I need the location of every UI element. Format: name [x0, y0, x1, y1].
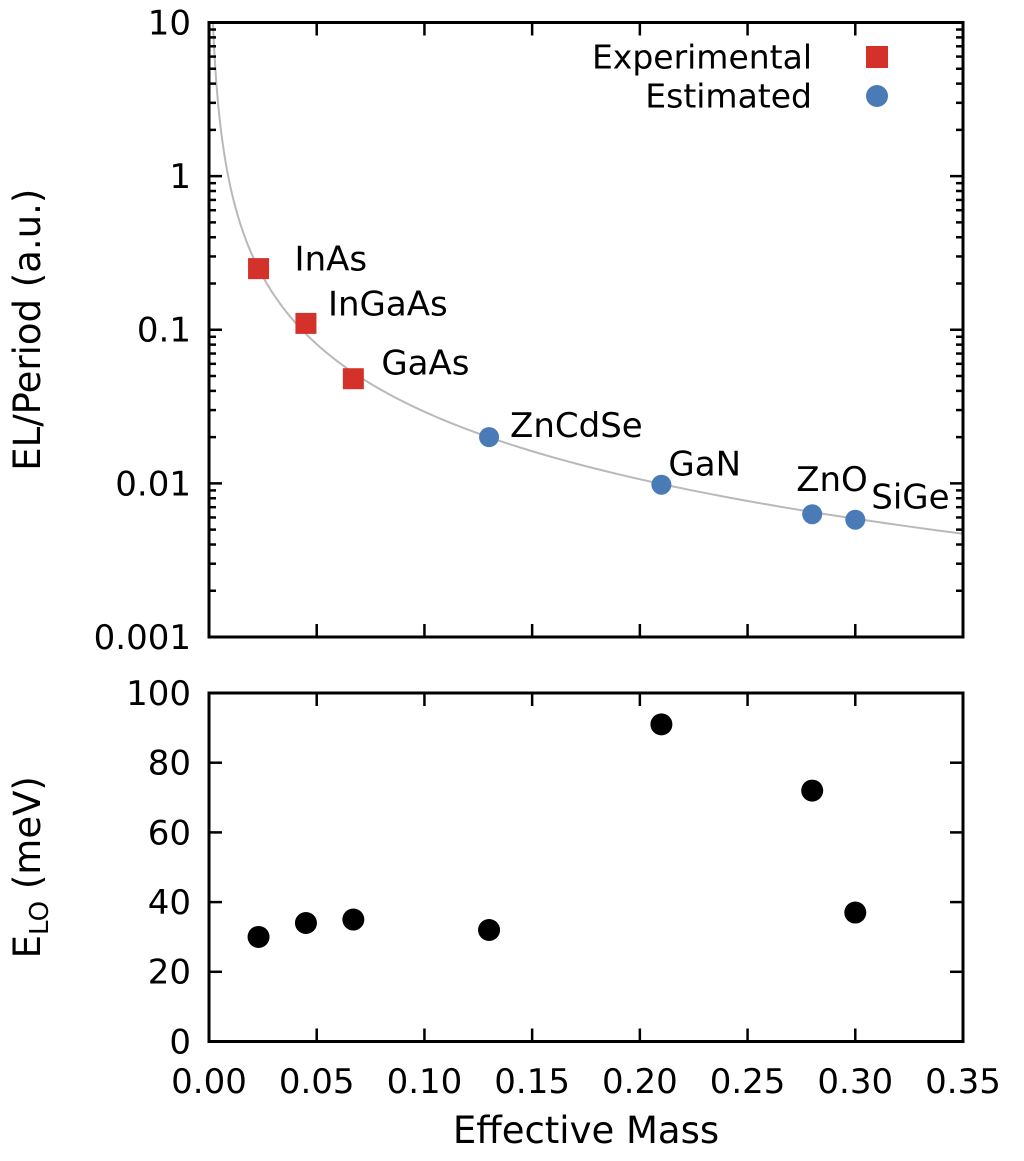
legend-label-estimated: Estimated: [645, 77, 812, 116]
x-tick-label: 0.20: [602, 1062, 678, 1102]
annotation-inas: InAs: [295, 240, 368, 280]
x-axis-title: Effective Mass: [453, 1109, 719, 1152]
legend-label-experimental: Experimental: [592, 38, 812, 77]
data-point-gan: [651, 474, 672, 495]
y-tick-label: 1: [169, 157, 191, 197]
data-point-gaas: [342, 368, 364, 390]
bottom-panel-y-ticks: 0 20 40 60 80 100: [126, 674, 963, 1062]
y-tick-label: 80: [148, 744, 191, 784]
annotation-zno: ZnO: [796, 460, 868, 500]
elo-point-gan: [650, 713, 673, 736]
y-tick-label: 40: [148, 883, 191, 923]
bottom-panel-x-ticks: 0.00 0.05 0.10 0.15 0.20 0.25 0.30 0.35: [171, 693, 1001, 1102]
elo-point-gaas: [342, 908, 365, 931]
data-point-zncdse: [479, 427, 500, 448]
bottom-panel-y-axis-title: ELO (meV): [6, 776, 55, 958]
annotation-gan: GaN: [668, 445, 741, 485]
annotation-gaas: GaAs: [381, 344, 469, 384]
legend-square-marker: [866, 46, 888, 68]
data-point-zno: [802, 504, 823, 525]
top-panel-frame: [207, 21, 965, 639]
x-tick-label: 0.00: [171, 1062, 247, 1102]
top-panel-x-ticks: [315, 22, 857, 637]
elo-point-zncdse: [478, 918, 501, 941]
y-tick-label: 0: [169, 1022, 191, 1062]
series-estimated: ZnCdSe GaN ZnO SiGe: [479, 406, 950, 530]
y-tick-label: 10: [148, 3, 191, 43]
annotation-ingaas: InGaAs: [328, 284, 448, 324]
data-point-ingaas: [295, 312, 317, 334]
bottom-panel-frame: [207, 691, 965, 1043]
x-tick-label: 0.05: [279, 1062, 355, 1102]
y-tick-label: 0.001: [94, 618, 191, 658]
elo-point-sige: [844, 901, 867, 924]
x-tick-label: 0.30: [817, 1062, 893, 1102]
y-tick-label: 20: [148, 953, 191, 993]
elo-point-zno: [801, 779, 824, 802]
bottom-panel: 0 20 40 60 80 100 0.00 0.05 0.10 0.15 0.20 0.25 0.30…: [6, 674, 1001, 1152]
y-tick-label: 0.01: [115, 464, 191, 504]
top-panel-y-ticks: 0.001 0.01 0.1 1 10: [94, 3, 963, 658]
data-point-sige: [845, 509, 866, 530]
x-tick-label: 0.15: [494, 1062, 570, 1102]
x-tick-label: 0.35: [925, 1062, 1001, 1102]
legend-circle-marker: [866, 85, 888, 107]
x-tick-label: 0.25: [710, 1062, 786, 1102]
elo-point-ingaas: [294, 912, 317, 935]
annotation-zncdse: ZnCdSe: [510, 406, 643, 446]
y-tick-label: 100: [126, 674, 191, 714]
x-tick-label: 0.10: [387, 1062, 463, 1102]
top-panel-y-axis-title: EL/Period (a.u.): [6, 189, 49, 471]
y-tick-label: 0.1: [137, 311, 191, 351]
elo-point-inas: [247, 925, 270, 948]
data-point-inas: [248, 258, 270, 280]
y-tick-label: 60: [148, 813, 191, 853]
annotation-sige: SiGe: [871, 478, 949, 518]
series-elo: [247, 713, 867, 948]
